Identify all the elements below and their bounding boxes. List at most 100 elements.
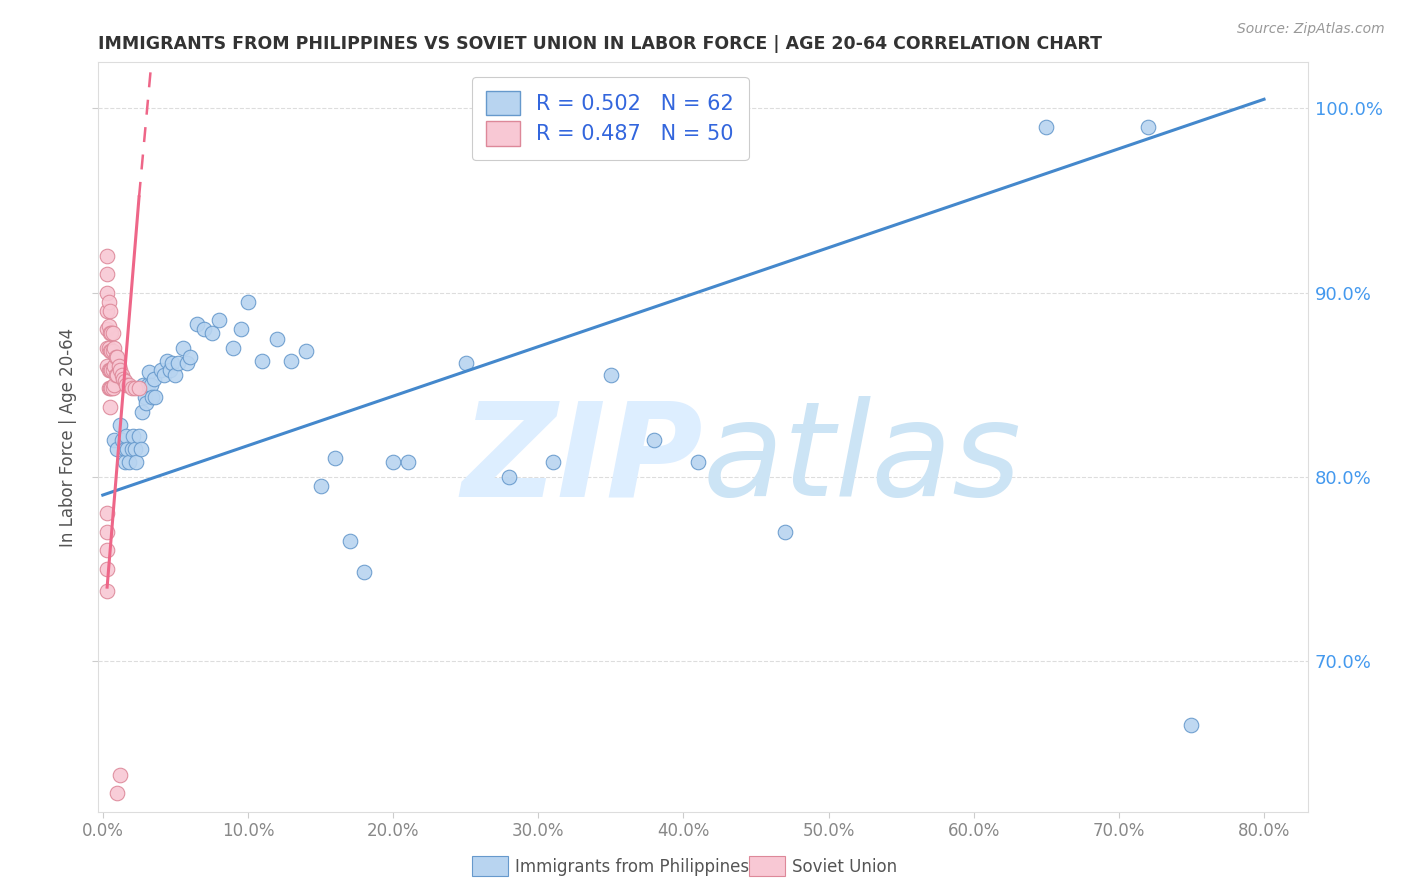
Point: [152, 368, 174, 383]
Point: [107, 359, 129, 374]
Point: [149, 363, 172, 377]
Point: [1180, 718, 1202, 732]
Point: [176, 355, 198, 369]
Point: [117, 442, 139, 456]
Point: [201, 326, 224, 340]
Point: [208, 313, 231, 327]
Point: [132, 377, 155, 392]
Point: [124, 442, 146, 456]
Point: [101, 363, 124, 377]
Point: [96, 543, 118, 558]
Point: [686, 455, 709, 469]
Y-axis label: In Labor Force | Age 20-64: In Labor Force | Age 20-64: [59, 327, 77, 547]
Point: [309, 479, 332, 493]
Point: [156, 353, 179, 368]
Point: [179, 350, 201, 364]
Point: [98, 363, 121, 377]
Point: [108, 363, 131, 377]
Point: [111, 368, 134, 383]
Point: [339, 534, 361, 549]
Point: [773, 524, 796, 539]
Text: Immigrants from Philippines: Immigrants from Philippines: [515, 858, 749, 876]
Point: [1035, 120, 1057, 134]
Point: [122, 429, 145, 443]
Point: [141, 391, 163, 405]
Point: [108, 418, 131, 433]
Point: [124, 381, 146, 395]
Point: [121, 381, 143, 395]
Point: [112, 372, 135, 386]
Point: [295, 344, 318, 359]
Text: ZIP: ZIP: [461, 396, 703, 523]
Point: [105, 786, 128, 800]
Point: [498, 469, 520, 483]
Point: [114, 374, 136, 388]
Point: [103, 359, 125, 374]
Point: [599, 368, 621, 383]
Text: Source: ZipAtlas.com: Source: ZipAtlas.com: [1237, 22, 1385, 37]
Point: [118, 455, 141, 469]
Point: [136, 377, 159, 392]
Point: [96, 322, 118, 336]
Point: [97, 381, 120, 395]
Point: [103, 377, 125, 392]
Point: [114, 455, 136, 469]
Point: [129, 442, 152, 456]
Point: [96, 341, 118, 355]
Point: [229, 322, 252, 336]
Point: [167, 355, 190, 369]
Point: [98, 344, 121, 359]
Point: [105, 350, 128, 364]
Point: [128, 381, 150, 395]
Point: [172, 341, 194, 355]
Point: [98, 304, 121, 318]
Point: [118, 377, 141, 392]
Point: [131, 405, 153, 419]
Point: [454, 355, 477, 369]
Point: [353, 566, 375, 580]
Point: [143, 391, 166, 405]
Point: [105, 442, 128, 456]
Point: [96, 304, 118, 318]
Point: [96, 562, 118, 576]
Legend: R = 0.502   N = 62, R = 0.487   N = 50: R = 0.502 N = 62, R = 0.487 N = 50: [471, 77, 748, 161]
Point: [97, 318, 120, 333]
Point: [165, 368, 187, 383]
Point: [142, 372, 165, 386]
Point: [1136, 120, 1159, 134]
Point: [266, 332, 288, 346]
Point: [98, 326, 121, 340]
Point: [541, 455, 564, 469]
Point: [114, 442, 136, 456]
Point: [115, 377, 138, 392]
Point: [125, 455, 148, 469]
Point: [252, 353, 274, 368]
Point: [108, 768, 131, 782]
Point: [104, 368, 127, 383]
Point: [96, 249, 118, 263]
Point: [96, 524, 118, 539]
Point: [98, 381, 121, 395]
Point: [139, 377, 162, 392]
Point: [97, 363, 120, 377]
Point: [323, 451, 346, 466]
Point: [101, 381, 124, 395]
Point: [159, 363, 181, 377]
Point: [105, 368, 128, 383]
Point: [396, 455, 419, 469]
Point: [186, 317, 208, 331]
Point: [103, 341, 125, 355]
Text: atlas: atlas: [703, 396, 1022, 523]
Text: Soviet Union: Soviet Union: [792, 858, 897, 876]
Point: [128, 429, 150, 443]
Point: [138, 365, 160, 379]
Point: [96, 267, 118, 281]
Point: [103, 433, 125, 447]
Point: [97, 294, 120, 309]
Point: [111, 433, 134, 447]
Point: [193, 322, 215, 336]
Point: [280, 353, 302, 368]
Point: [96, 507, 118, 521]
Point: [98, 400, 121, 414]
Point: [96, 285, 118, 300]
